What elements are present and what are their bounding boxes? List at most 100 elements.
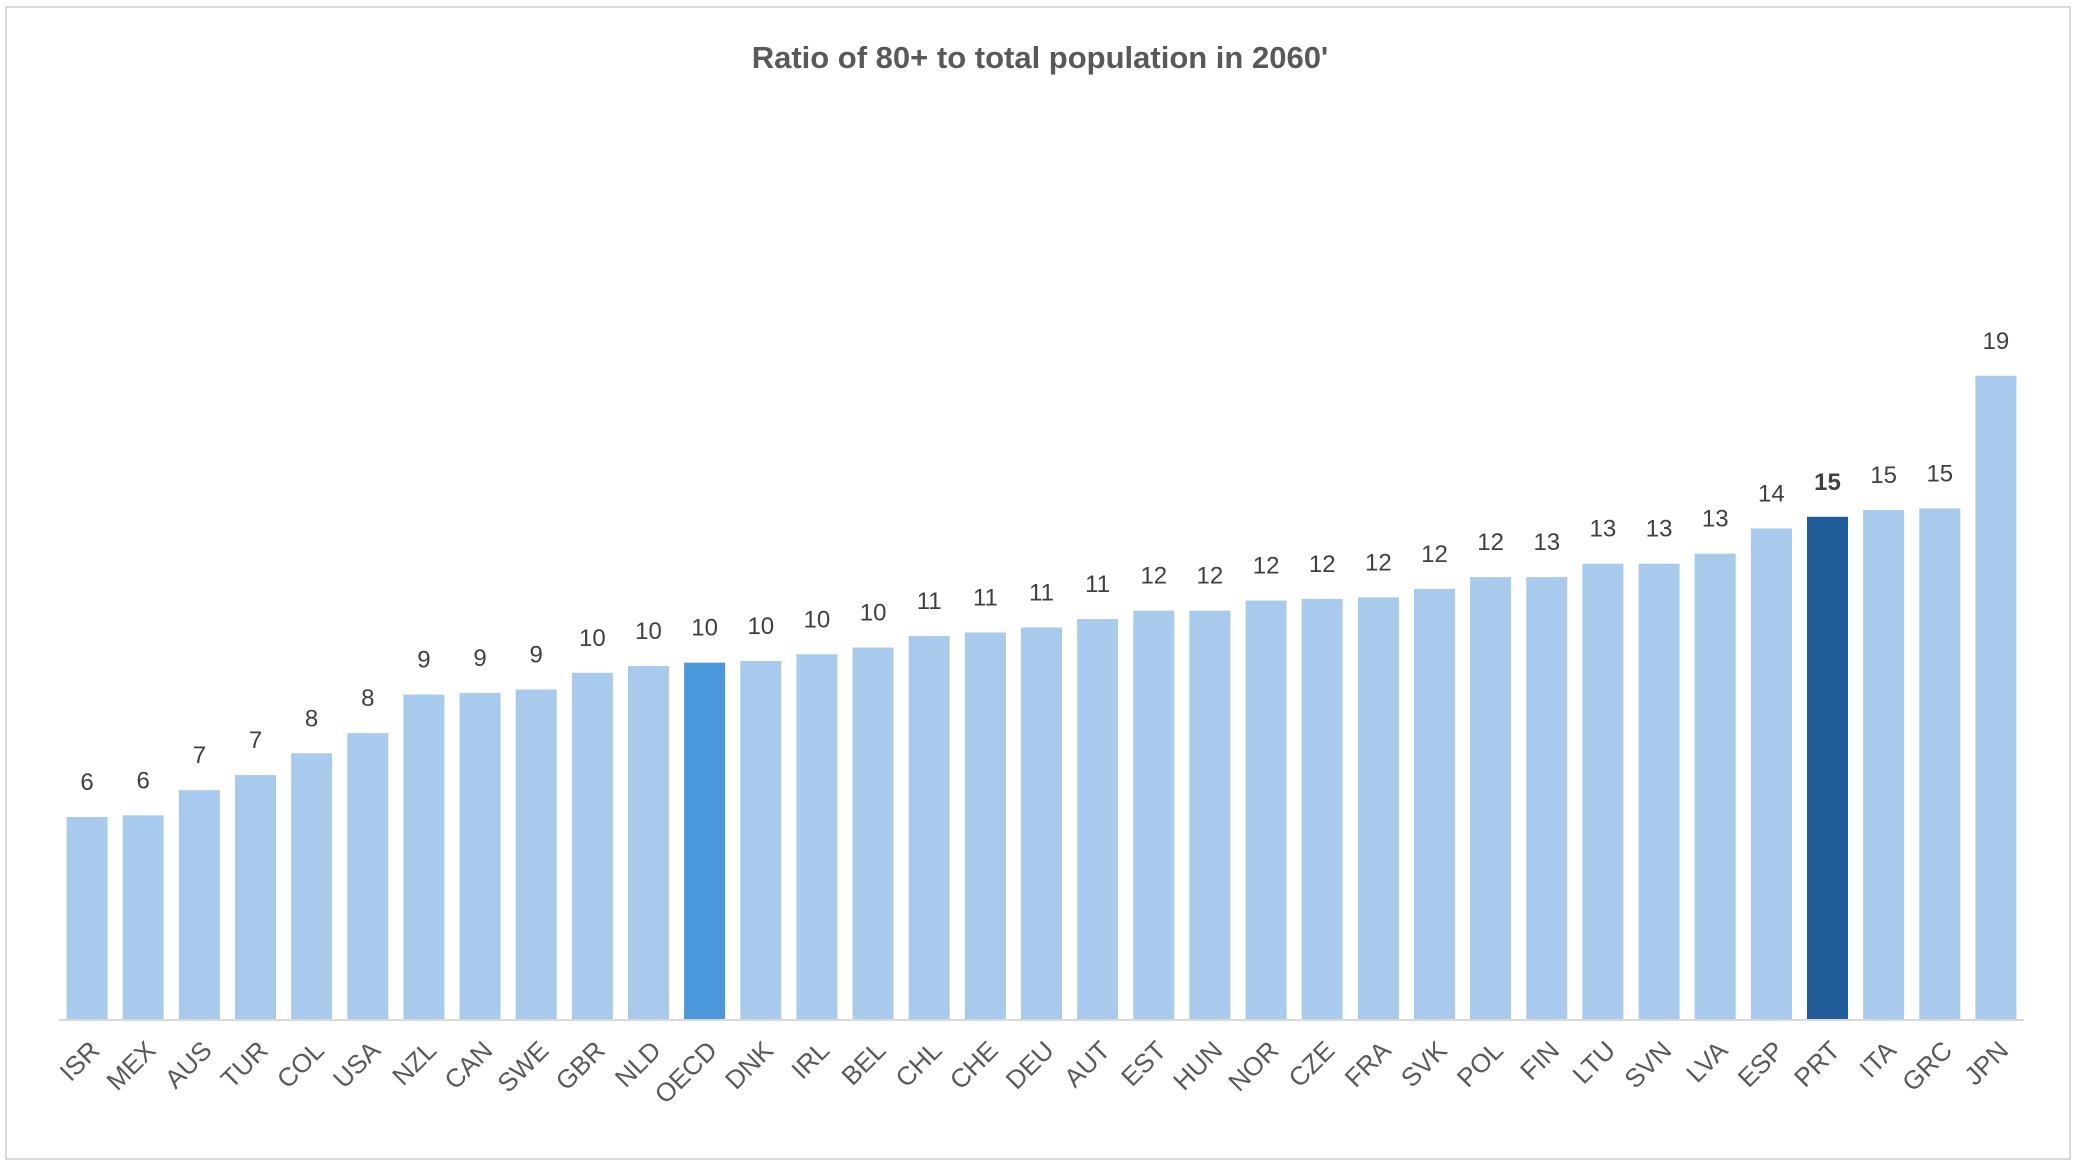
bar-nor xyxy=(1245,600,1287,1020)
category-label-esp: ESP xyxy=(1732,1035,1790,1093)
bar-fin xyxy=(1526,577,1568,1020)
category-label-isr: ISR xyxy=(53,1035,105,1087)
bar-deu xyxy=(1021,627,1062,1020)
value-label-nzl: 9 xyxy=(417,647,430,674)
category-label-can: CAN xyxy=(438,1035,498,1095)
value-label-hun: 12 xyxy=(1197,563,1224,590)
bar-svn xyxy=(1638,563,1680,1020)
category-label-aut: AUT xyxy=(1058,1035,1116,1093)
value-label-aus: 7 xyxy=(193,742,206,769)
category-label-dnk: DNK xyxy=(719,1035,779,1095)
category-label-prt: PRT xyxy=(1788,1035,1846,1093)
bar-chl xyxy=(908,635,950,1020)
value-label-prt: 15 xyxy=(1814,469,1841,496)
bar-tur xyxy=(235,775,276,1020)
value-label-che: 11 xyxy=(973,585,998,612)
value-label-can: 9 xyxy=(473,645,486,672)
value-label-cze: 12 xyxy=(1309,551,1336,578)
value-label-ltu: 13 xyxy=(1590,516,1617,543)
category-label-aus: AUS xyxy=(159,1035,218,1094)
category-label-deu: DEU xyxy=(1000,1035,1060,1095)
category-label-tur: TUR xyxy=(215,1035,274,1094)
category-label-gbr: GBR xyxy=(550,1035,611,1096)
bar-nzl xyxy=(403,694,445,1020)
value-label-nld: 10 xyxy=(635,618,662,645)
value-label-est: 12 xyxy=(1140,563,1167,590)
value-label-bel: 10 xyxy=(860,600,887,627)
category-label-mex: MEX xyxy=(100,1035,161,1096)
category-label-hun: HUN xyxy=(1167,1035,1228,1096)
value-label-isr: 6 xyxy=(80,769,93,796)
category-label-chl: CHL xyxy=(889,1035,947,1093)
value-label-usa: 8 xyxy=(361,685,374,712)
category-label-grc: GRC xyxy=(1896,1035,1958,1097)
bar-che xyxy=(964,632,1006,1020)
value-labels-group: 6 6 7 7 8 8 9 9 9 10 10 10 10 10 10 11 11 11 11 12 12 12 12 12 1… xyxy=(80,328,2009,796)
bar-pol xyxy=(1470,577,1512,1020)
value-label-tur: 7 xyxy=(249,727,262,754)
value-label-deu: 11 xyxy=(1029,580,1054,607)
value-label-esp: 14 xyxy=(1758,481,1785,508)
bar-gbr xyxy=(571,672,613,1020)
category-label-usa: USA xyxy=(327,1035,386,1094)
category-label-fin: FIN xyxy=(1514,1035,1565,1086)
bar-aut xyxy=(1077,619,1119,1020)
category-label-col: COL xyxy=(271,1035,330,1094)
bar-prt xyxy=(1807,516,1848,1020)
category-label-jpn: JPN xyxy=(1958,1035,2014,1091)
bar-col xyxy=(291,753,333,1020)
category-label-svk: SVK xyxy=(1395,1035,1453,1093)
bar-fra xyxy=(1357,597,1399,1020)
category-label-ltu: LTU xyxy=(1567,1035,1622,1090)
value-label-dnk: 10 xyxy=(747,613,774,640)
value-label-mex: 6 xyxy=(137,767,150,794)
bar-ita xyxy=(1863,510,1905,1020)
value-label-svn: 13 xyxy=(1646,516,1673,543)
category-label-pol: POL xyxy=(1451,1035,1509,1093)
bar-svk xyxy=(1414,588,1455,1020)
value-label-ita: 15 xyxy=(1870,462,1897,489)
category-label-bel: BEL xyxy=(835,1035,891,1091)
value-label-oecd: 10 xyxy=(691,615,718,642)
category-label-nor: NOR xyxy=(1222,1035,1284,1097)
bar-oecd xyxy=(684,662,726,1020)
bar-grc xyxy=(1919,508,1961,1020)
bar-dnk xyxy=(740,661,782,1020)
category-label-lva: LVA xyxy=(1680,1035,1734,1089)
bars-group xyxy=(66,375,2017,1020)
bar-mex xyxy=(122,815,164,1020)
value-label-fin: 13 xyxy=(1533,529,1560,556)
bar-aus xyxy=(178,790,220,1020)
category-label-svn: SVN xyxy=(1618,1035,1677,1094)
bar-usa xyxy=(347,733,389,1020)
bar-nld xyxy=(628,666,669,1020)
bar-esp xyxy=(1750,528,1792,1020)
category-label-swe: SWE xyxy=(491,1035,554,1098)
value-label-pol: 12 xyxy=(1477,529,1504,556)
category-label-che: CHE xyxy=(944,1035,1004,1095)
value-label-aut: 11 xyxy=(1085,571,1110,598)
category-label-cze: CZE xyxy=(1282,1035,1340,1093)
bar-swe xyxy=(515,689,557,1020)
value-label-lva: 13 xyxy=(1702,506,1729,533)
chart-title: Ratio of 80+ to total population in 2060… xyxy=(751,40,1329,75)
bar-ltu xyxy=(1582,563,1624,1020)
bar-irl xyxy=(796,654,838,1020)
value-label-gbr: 10 xyxy=(579,625,606,652)
bar-lva xyxy=(1694,553,1736,1020)
category-label-oecd: OECD xyxy=(649,1035,723,1109)
category-label-fra: FRA xyxy=(1339,1035,1397,1093)
value-label-col: 8 xyxy=(305,705,318,732)
value-label-nor: 12 xyxy=(1253,553,1280,580)
value-label-swe: 9 xyxy=(530,642,543,669)
value-label-svk: 12 xyxy=(1421,541,1448,568)
value-label-fra: 12 xyxy=(1365,549,1392,576)
bar-can xyxy=(459,692,501,1020)
bar-cze xyxy=(1301,598,1343,1020)
category-label-nzl: NZL xyxy=(386,1035,442,1091)
bar-est xyxy=(1133,610,1175,1020)
value-label-jpn: 19 xyxy=(1983,328,2010,355)
bar-jpn xyxy=(1975,375,2017,1020)
